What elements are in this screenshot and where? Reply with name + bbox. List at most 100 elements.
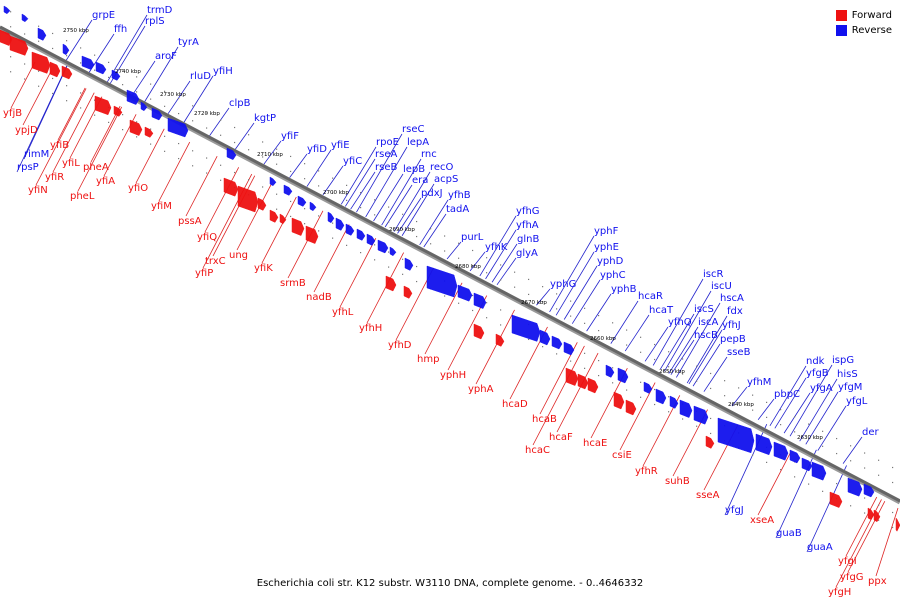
gene-label-yphc[interactable]: yphC bbox=[600, 270, 626, 281]
gene-label-yfic[interactable]: yfiC bbox=[343, 156, 362, 167]
gene-label-yfjb[interactable]: yfjB bbox=[3, 108, 22, 119]
forward-gene-feature[interactable] bbox=[237, 185, 259, 213]
reverse-gene-feature[interactable] bbox=[167, 117, 189, 138]
reverse-gene-feature[interactable] bbox=[309, 201, 317, 212]
forward-gene-feature[interactable] bbox=[867, 507, 875, 521]
gene-label-yphb[interactable]: yphB bbox=[611, 284, 637, 295]
reverse-gene-feature[interactable] bbox=[269, 176, 277, 187]
gene-label-yfhj[interactable]: yfhJ bbox=[722, 320, 741, 331]
reverse-gene-feature[interactable] bbox=[21, 13, 29, 23]
gene-label-lepa[interactable]: lepA bbox=[407, 137, 429, 148]
gene-label-grpe[interactable]: grpE bbox=[92, 10, 115, 21]
gene-label-trmd[interactable]: trmD bbox=[147, 5, 173, 16]
reverse-gene-feature[interactable] bbox=[404, 257, 414, 271]
gene-label-der[interactable]: der bbox=[862, 427, 880, 438]
reverse-gene-feature[interactable] bbox=[655, 388, 667, 405]
reverse-gene-feature[interactable] bbox=[327, 211, 335, 224]
gene-label-yfhh[interactable]: yfhH bbox=[359, 323, 382, 334]
gene-label-isca[interactable]: iscA bbox=[698, 317, 718, 328]
forward-gene-feature[interactable] bbox=[565, 367, 579, 386]
forward-gene-feature[interactable] bbox=[705, 435, 715, 449]
forward-gene-feature[interactable] bbox=[129, 119, 143, 136]
reverse-gene-feature[interactable] bbox=[95, 61, 107, 75]
gene-label-rpoe[interactable]: rpoE bbox=[376, 137, 399, 148]
gene-label-yphg[interactable]: yphG bbox=[550, 279, 576, 290]
gene-label-yfhb[interactable]: yfhB bbox=[448, 190, 471, 201]
gene-label-yfih[interactable]: yfiH bbox=[213, 66, 233, 77]
gene-label-yfgg[interactable]: yfgG bbox=[840, 572, 864, 583]
gene-label-hcat[interactable]: hcaT bbox=[649, 305, 674, 316]
forward-gene-feature[interactable] bbox=[403, 285, 413, 299]
gene-label-reco[interactable]: recO bbox=[430, 162, 454, 173]
reverse-gene-feature[interactable] bbox=[226, 147, 237, 161]
forward-gene-feature[interactable] bbox=[587, 377, 599, 394]
gene-label-tyra[interactable]: tyrA bbox=[178, 37, 199, 48]
gene-label-yfiq[interactable]: yfiQ bbox=[197, 232, 217, 243]
gene-label-acps[interactable]: acpS bbox=[434, 174, 458, 185]
reverse-gene-feature[interactable] bbox=[605, 364, 615, 378]
gene-label-hiss[interactable]: hisS bbox=[837, 369, 858, 380]
gene-label-pepb[interactable]: pepB bbox=[720, 334, 746, 345]
reverse-gene-feature[interactable] bbox=[335, 217, 345, 231]
forward-gene-feature[interactable] bbox=[9, 35, 29, 56]
gene-label-yfil[interactable]: yfiL bbox=[62, 158, 80, 169]
reverse-gene-feature[interactable] bbox=[773, 441, 789, 461]
gene-label-srmb[interactable]: srmB bbox=[280, 278, 306, 289]
gene-label-phea[interactable]: pheA bbox=[83, 162, 109, 173]
gene-label-nadb[interactable]: nadB bbox=[306, 292, 332, 303]
gene-label-pbpc[interactable]: pbpC bbox=[774, 389, 800, 400]
gene-label-yfid[interactable]: yfiD bbox=[307, 144, 327, 155]
gene-label-yphf[interactable]: yphF bbox=[594, 226, 619, 237]
reverse-gene-feature[interactable] bbox=[511, 314, 541, 342]
gene-label-yfip[interactable]: yfiP bbox=[195, 268, 213, 279]
gene-label-hcad[interactable]: hcaD bbox=[502, 399, 528, 410]
reverse-gene-feature[interactable] bbox=[693, 405, 709, 425]
gene-label-yfir[interactable]: yfiR bbox=[45, 172, 64, 183]
gene-label-pssa[interactable]: pssA bbox=[178, 216, 202, 227]
gene-label-iscu[interactable]: iscU bbox=[711, 281, 732, 292]
gene-label-yfhq[interactable]: yfhQ bbox=[668, 317, 692, 328]
gene-label-suhb[interactable]: suhB bbox=[665, 476, 690, 487]
gene-label-era[interactable]: era bbox=[412, 175, 428, 186]
forward-gene-feature[interactable] bbox=[31, 51, 51, 74]
gene-label-yfim[interactable]: yfiM bbox=[151, 201, 172, 212]
gene-label-ispg[interactable]: ispG bbox=[832, 355, 854, 366]
reverse-gene-feature[interactable] bbox=[789, 449, 801, 464]
forward-gene-feature[interactable] bbox=[144, 126, 154, 138]
gene-label-yfin[interactable]: yfiN bbox=[28, 185, 48, 196]
reverse-gene-feature[interactable] bbox=[617, 367, 629, 384]
gene-label-yfgb[interactable]: yfgB bbox=[806, 368, 829, 379]
gene-label-rimm[interactable]: rimM bbox=[24, 149, 49, 160]
gene-label-ndk[interactable]: ndk bbox=[806, 356, 825, 367]
forward-gene-feature[interactable] bbox=[473, 323, 485, 340]
gene-label-hcaf[interactable]: hcaF bbox=[549, 432, 573, 443]
gene-label-yfik[interactable]: yfiK bbox=[254, 263, 273, 274]
gene-label-xsea[interactable]: xseA bbox=[750, 515, 774, 526]
gene-label-yfhg[interactable]: yfhG bbox=[516, 206, 540, 217]
forward-gene-feature[interactable] bbox=[113, 105, 123, 117]
gene-label-purl[interactable]: purL bbox=[461, 232, 484, 243]
gene-label-glnb[interactable]: glnB bbox=[517, 234, 539, 245]
gene-label-yfgm[interactable]: yfgM bbox=[838, 382, 862, 393]
forward-gene-feature[interactable] bbox=[291, 217, 305, 236]
reverse-gene-feature[interactable] bbox=[457, 284, 473, 302]
reverse-gene-feature[interactable] bbox=[863, 483, 875, 498]
gene-label-guaa[interactable]: guaA bbox=[807, 542, 833, 553]
gene-label-ypha[interactable]: yphA bbox=[468, 384, 494, 395]
gene-label-iscr[interactable]: iscR bbox=[703, 269, 723, 280]
gene-label-ffh[interactable]: ffh bbox=[114, 24, 127, 35]
gene-label-rsec[interactable]: rseC bbox=[402, 124, 424, 135]
forward-gene-feature[interactable] bbox=[61, 65, 73, 80]
gene-label-tada[interactable]: tadA bbox=[446, 204, 469, 215]
reverse-gene-feature[interactable] bbox=[563, 341, 575, 356]
gene-label-hsca[interactable]: hscA bbox=[720, 293, 744, 304]
gene-label-yfga[interactable]: yfgA bbox=[810, 383, 833, 394]
reverse-gene-feature[interactable] bbox=[551, 335, 563, 350]
reverse-gene-feature[interactable] bbox=[755, 433, 773, 456]
gene-label-yphd[interactable]: yphD bbox=[597, 256, 624, 267]
gene-label-hcar[interactable]: hcaR bbox=[638, 291, 663, 302]
gene-label-ppx[interactable]: ppx bbox=[868, 576, 887, 587]
gene-label-yfha[interactable]: yfhA bbox=[516, 220, 539, 231]
gene-label-yfgi[interactable]: yfgI bbox=[838, 556, 857, 567]
gene-label-rpls[interactable]: rplS bbox=[145, 16, 165, 27]
